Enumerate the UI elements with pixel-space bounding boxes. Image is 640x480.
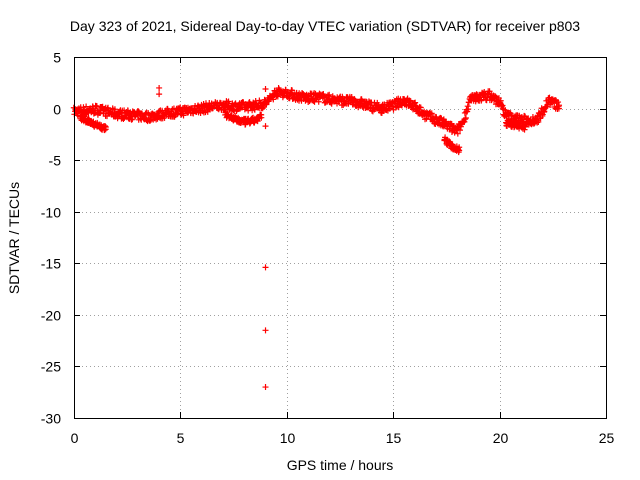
outlier-point xyxy=(262,264,269,271)
data-point xyxy=(541,108,548,115)
y-axis-label: SDTVAR / TECUs xyxy=(6,182,22,294)
x-tick-label: 25 xyxy=(599,430,615,446)
data-point xyxy=(265,98,272,105)
data-point xyxy=(556,102,563,109)
data-point xyxy=(102,122,109,129)
data-point xyxy=(102,124,109,131)
outlier-point xyxy=(262,85,269,92)
data-point xyxy=(456,147,463,154)
x-tick-label: 10 xyxy=(280,430,296,446)
data-point xyxy=(289,87,296,94)
data-point xyxy=(454,130,461,137)
y-tick-label: -10 xyxy=(41,205,61,221)
y-tick-label: -25 xyxy=(41,359,61,375)
data-point xyxy=(534,119,541,126)
data-point xyxy=(222,108,229,115)
data-point xyxy=(462,116,469,123)
x-axis-label: GPS time / hours xyxy=(287,457,394,473)
x-tick-label: 5 xyxy=(177,430,185,446)
data-point xyxy=(315,98,322,105)
y-tick-label: -30 xyxy=(41,411,61,427)
x-tick-label: 20 xyxy=(493,430,509,446)
data-point xyxy=(111,106,118,113)
tick-layer: 0 5 10 15 20 25 5 0 -5 -10 -15 -20 -25 -30 xyxy=(41,50,615,447)
data-point xyxy=(146,118,153,125)
data-point xyxy=(128,116,135,123)
outlier-point xyxy=(156,84,163,91)
data-point xyxy=(270,96,277,103)
data-point xyxy=(492,93,499,100)
data-point xyxy=(120,115,127,122)
plot-frame xyxy=(74,57,607,419)
y-tick-label: 0 xyxy=(53,102,61,118)
data-point xyxy=(326,91,333,98)
data-layer xyxy=(70,84,563,391)
grid-layer xyxy=(74,57,606,418)
data-point xyxy=(83,103,90,110)
data-point xyxy=(456,127,463,134)
data-point xyxy=(80,104,87,111)
data-point xyxy=(161,114,168,121)
y-tick-label: -15 xyxy=(41,256,61,272)
chart-title: Day 323 of 2021, Sidereal Day-to-day VTE… xyxy=(70,18,580,34)
data-point xyxy=(180,112,187,119)
data-point xyxy=(258,114,265,121)
x-tick-label: 15 xyxy=(386,430,402,446)
data-point xyxy=(522,123,529,130)
outlier-point xyxy=(262,123,269,130)
outlier-point xyxy=(262,327,269,334)
data-point xyxy=(461,118,468,125)
data-point xyxy=(462,115,469,122)
data-point xyxy=(129,116,136,123)
data-point xyxy=(90,110,97,117)
y-tick-label: 5 xyxy=(53,50,61,66)
y-tick-label: -20 xyxy=(41,308,61,324)
outlier-point xyxy=(262,384,269,391)
y-tick-label: -5 xyxy=(49,153,62,169)
data-point xyxy=(535,118,542,125)
data-point xyxy=(93,103,100,110)
data-point xyxy=(465,106,472,113)
x-tick-label: 0 xyxy=(71,430,79,446)
outlier-point xyxy=(156,91,163,98)
data-point xyxy=(401,96,408,103)
